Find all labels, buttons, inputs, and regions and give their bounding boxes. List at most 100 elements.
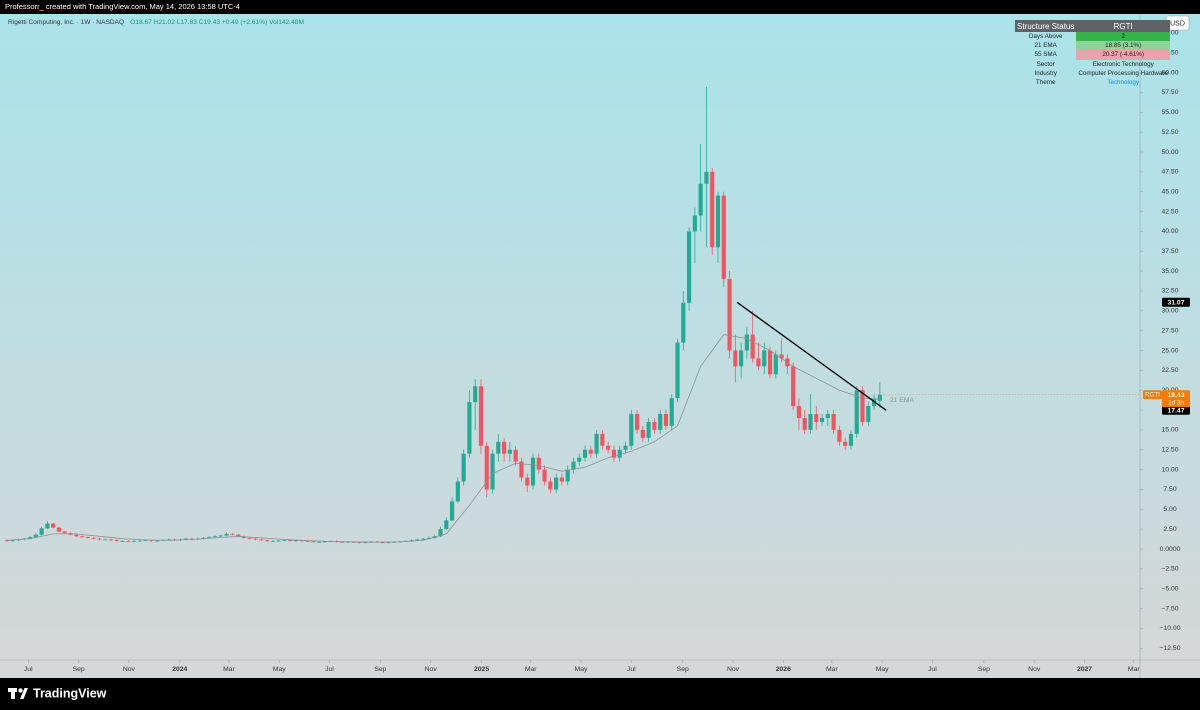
x-tick-label: Sep (73, 666, 85, 673)
currency: USD (1170, 20, 1185, 27)
price-tag-label: 31.07 (1167, 299, 1184, 306)
status-table: Structure Status RGTI Days Above 2 21 EMA… (1015, 20, 1170, 87)
y-tick-label: 22.50 (1161, 367, 1178, 374)
candle-body (85, 537, 90, 538)
candle-body (496, 441, 501, 454)
candle-body (143, 540, 148, 542)
x-tick-label: Jul (325, 666, 334, 673)
status-value: Technology (1107, 79, 1140, 87)
candle-body (791, 366, 796, 407)
candle-body (577, 457, 582, 462)
y-tick-label: 32.50 (1161, 288, 1178, 295)
candle-body (51, 523, 56, 528)
y-tick-label: 45.00 (1161, 188, 1178, 195)
last-price-label: 19.43 (1167, 392, 1184, 399)
ohlc-legend: O18.67 H21.02 L17.83 C19.43 +0.49 (+2.61… (130, 19, 304, 26)
candle-body (525, 477, 530, 486)
candle-body (837, 429, 842, 442)
status-label: Theme (1035, 79, 1056, 87)
candle-body (62, 531, 67, 534)
candle-body (33, 534, 38, 538)
status-label: Days Above (1028, 33, 1063, 41)
candle-body (317, 541, 322, 543)
candle-body (311, 541, 316, 543)
candle-body (27, 537, 33, 539)
candle-body (184, 538, 189, 540)
candle-body (467, 402, 472, 454)
candle-body (710, 171, 715, 248)
candle-body (120, 541, 125, 542)
candle-body (247, 537, 252, 539)
candle-body (519, 461, 524, 478)
x-tick-label: 2026 (776, 666, 791, 673)
top-bar (0, 0, 1200, 14)
candle-body (762, 350, 767, 367)
candle-body (322, 541, 327, 543)
status-value: 18.85 (3.1%) (1076, 41, 1170, 51)
candle-body (733, 350, 738, 367)
candle-body (548, 481, 553, 490)
bar-countdown: 1d 3h (1168, 400, 1184, 407)
candle-body (848, 433, 854, 446)
candle-body (669, 398, 674, 426)
y-tick-label: 27.50 (1161, 327, 1178, 334)
candle-body (276, 540, 281, 542)
candle-body (363, 542, 368, 544)
candle-body (149, 540, 154, 542)
candle-body (530, 457, 536, 486)
candle-body (536, 457, 541, 470)
candle-body (871, 398, 877, 407)
candle-body (455, 481, 460, 502)
ema-label: 21 EMA (890, 397, 915, 404)
x-tick-label: Mar (826, 666, 838, 673)
candle-body (74, 534, 79, 537)
candle-body (623, 445, 628, 450)
candle-body (715, 195, 721, 248)
y-tick-label: 15.00 (1161, 427, 1178, 434)
candle-body (588, 449, 593, 454)
x-tick-label: May (876, 666, 889, 673)
symbol-tag-label: RGTI (1145, 392, 1160, 399)
candle-body (126, 541, 131, 542)
candle-body (698, 183, 703, 216)
candle-body (132, 541, 137, 542)
status-row: Days Above 2 (1015, 32, 1170, 42)
candle-body (218, 535, 223, 537)
x-tick-label: Jul (24, 666, 33, 673)
status-label: 55 SMA (1034, 51, 1057, 59)
candle-body (264, 540, 270, 542)
x-tick-label: 2027 (1077, 666, 1092, 673)
caption: Professorr_ created with TradingView.com… (5, 2, 240, 11)
candle-body (571, 461, 576, 470)
candle-body (687, 231, 692, 303)
candle-body (166, 539, 171, 541)
status-label: Sector (1036, 60, 1055, 68)
status-row: 55 SMA 20.37 (-4.61%) (1015, 50, 1170, 60)
y-tick-label: 62.50 (1161, 50, 1178, 57)
candle-body (421, 538, 426, 540)
candle-body (108, 539, 114, 541)
candle-body (91, 537, 96, 539)
candle-body (773, 354, 778, 375)
candle-body (652, 421, 657, 430)
status-header-cell: RGTI (1076, 20, 1170, 32)
candle-body (513, 449, 518, 462)
y-tick-label: 35.00 (1161, 268, 1178, 275)
y-tick-label: 2.50 (1163, 526, 1176, 533)
candle-body (380, 542, 385, 544)
candle-body (808, 414, 813, 430)
candle-body (484, 445, 489, 490)
x-tick-label: Nov (425, 666, 438, 673)
status-header-cell: Structure Status (1015, 20, 1077, 32)
y-tick-label: 25.00 (1161, 347, 1178, 354)
candle-body (559, 477, 564, 482)
x-tick-label: Jul (627, 666, 636, 673)
candle-body (866, 406, 871, 422)
status-value: Electronic Technology (1092, 60, 1154, 68)
status-row: 21 EMA 18.85 (3.1%) (1015, 41, 1170, 51)
y-tick-label: 12.50 (1161, 447, 1178, 454)
candle-body (438, 529, 443, 537)
candle-body (634, 414, 640, 430)
x-tick-label: 2024 (172, 666, 187, 673)
candle-body (756, 358, 761, 367)
